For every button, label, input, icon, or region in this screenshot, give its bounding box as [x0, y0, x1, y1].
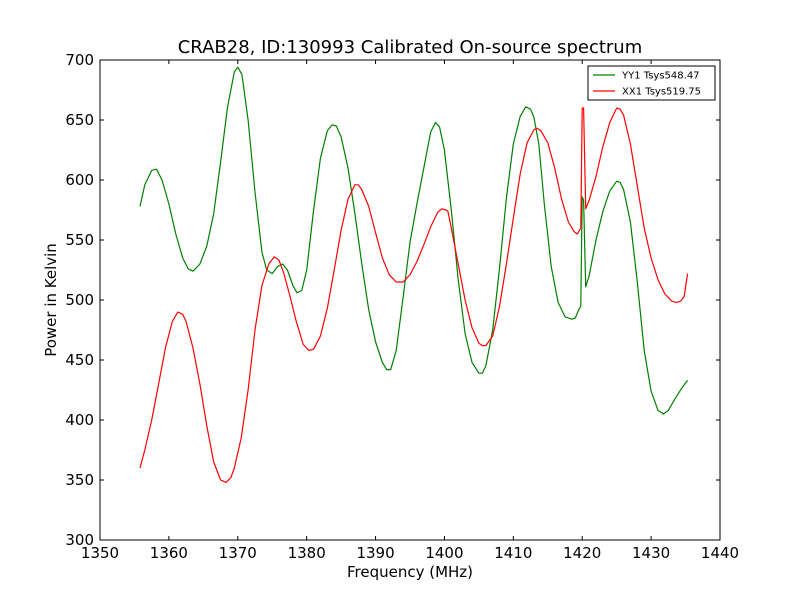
series-line-xx1	[139, 107, 689, 483]
legend-label: XX1 Tsys519.75	[622, 87, 701, 98]
x-tick-label: 1370	[219, 544, 257, 562]
y-tick-label: 300	[65, 531, 94, 549]
legend-label: YY1 Tsys548.47	[621, 71, 700, 82]
series-line-yy1	[139, 66, 689, 415]
axis-ticks: 1350 1360 1370 1380 1390 1400 1410 1420 1430 1440…	[65, 51, 739, 562]
x-tick-label: 1360	[150, 544, 188, 562]
x-tick-label: 1420	[563, 544, 601, 562]
x-tick-label: 1410	[494, 544, 532, 562]
plot-area	[139, 66, 689, 483]
y-tick-label: 350	[65, 471, 94, 489]
legend-box	[587, 65, 716, 101]
x-tick-label: 1430	[632, 544, 670, 562]
x-axis-label: Frequency (MHz)	[347, 563, 473, 581]
legend: YY1 Tsys548.47 XX1 Tsys519.75	[587, 65, 716, 101]
x-tick-label: 1350	[81, 544, 119, 562]
y-tick-label: 500	[65, 291, 94, 309]
chart-title: CRAB28, ID:130993 Calibrated On-source s…	[178, 37, 643, 58]
y-tick-label: 600	[65, 171, 94, 189]
x-tick-label: 1390	[356, 544, 394, 562]
y-tick-label: 400	[65, 411, 94, 429]
y-tick-label: 700	[65, 51, 94, 69]
x-tick-label: 1400	[425, 544, 463, 562]
y-tick-label: 550	[65, 231, 94, 249]
y-tick-label: 650	[65, 111, 94, 129]
y-axis-label: Power in Kelvin	[42, 243, 60, 357]
x-tick-label: 1440	[701, 544, 739, 562]
x-tick-label: 1380	[288, 544, 326, 562]
y-tick-label: 450	[65, 351, 94, 369]
